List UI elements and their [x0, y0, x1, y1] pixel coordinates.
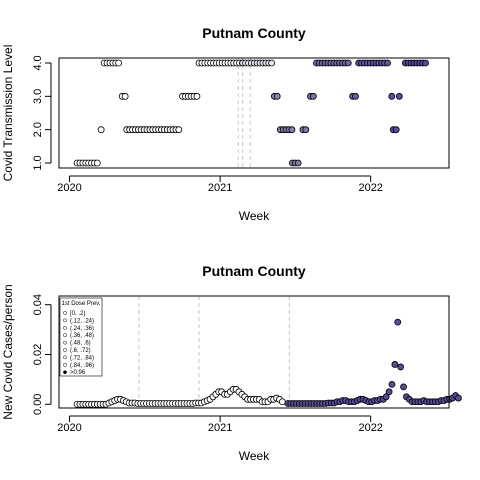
data-point — [273, 92, 281, 100]
y-tick-label: 0.00 — [32, 394, 44, 415]
data-point — [175, 126, 183, 134]
x-tick-label: 2021 — [208, 422, 232, 434]
chart-title: Putnam County — [202, 25, 306, 41]
data-point — [309, 92, 317, 100]
data-point — [422, 59, 429, 67]
x-axis-label: Week — [239, 209, 270, 223]
y-tick-label: 1.0 — [32, 155, 44, 170]
plot-frame — [58, 295, 450, 409]
data-point — [193, 92, 201, 100]
data-point — [388, 92, 396, 100]
legend-title: 1st Dose Prev. — [62, 301, 101, 307]
legend-label: (.48, .6) — [70, 341, 91, 347]
data-point — [288, 126, 296, 134]
x-tick-label: 2020 — [57, 182, 81, 194]
x-tick-label: 2021 — [208, 182, 232, 194]
y-axis-label: Covid Transmission Level — [1, 45, 15, 182]
plot-frame — [58, 57, 450, 169]
y-tick-label: 3.0 — [32, 89, 44, 104]
y-tick-label: 0.04 — [32, 294, 44, 315]
data-point — [384, 59, 391, 67]
chart-title: Putnam County — [202, 263, 306, 279]
legend-label: [0, .2) — [70, 311, 85, 317]
data-point — [344, 59, 352, 67]
data-point — [97, 126, 105, 134]
legend-marker — [63, 348, 67, 352]
data-point — [392, 126, 400, 134]
data-point — [394, 318, 402, 326]
x-tick-label: 2020 — [57, 422, 81, 434]
legend-marker — [63, 333, 67, 338]
data-point — [115, 59, 123, 67]
legend-label: (.36, .48) — [70, 333, 94, 339]
data-point — [391, 361, 399, 368]
data-point — [388, 380, 396, 388]
data-point — [268, 59, 276, 67]
transmission-level-panel: 2020 2021 2022 1.0 2.0 3.0 4.0 Putnam County Wee… — [1, 25, 450, 223]
x-tick-label: 2022 — [358, 422, 382, 434]
legend-marker — [63, 311, 67, 315]
data-point — [352, 92, 359, 100]
data-point — [278, 398, 286, 406]
legend-label: (.6, .72) — [70, 348, 91, 354]
data-point — [397, 363, 405, 371]
y-tick-label: 2.0 — [32, 122, 44, 137]
legend-label: (.12, .24) — [70, 318, 94, 324]
y-tick-label: 4.0 — [32, 55, 44, 70]
y-tick-label: 0.02 — [32, 344, 44, 365]
legend-marker — [63, 318, 67, 323]
legend-box — [59, 297, 103, 377]
x-axis-label: Week — [239, 449, 270, 463]
legend-marker — [63, 325, 67, 330]
data-point — [395, 92, 403, 100]
data-point — [93, 159, 101, 167]
legend-marker — [63, 340, 67, 345]
legend-label: (.72, .84) — [70, 355, 94, 361]
data-point — [385, 388, 393, 396]
x-tick-label: 2022 — [358, 182, 382, 194]
data-point — [302, 126, 310, 134]
legend-label: (.24, .36) — [70, 326, 94, 332]
data-point — [400, 383, 407, 391]
data-point — [121, 92, 129, 100]
data-point — [382, 393, 390, 401]
y-axis-label: New Covid Cases/person — [1, 284, 15, 419]
data-point — [294, 159, 302, 167]
legend-label: (.84, .96) — [70, 363, 94, 369]
data-point — [455, 394, 462, 402]
new-cases-panel: 2020 2021 2022 0.00 0.02 0.04 Putnam County Wee… — [1, 263, 462, 463]
legend-marker — [63, 362, 67, 367]
legend-label: >0.96 — [70, 370, 86, 376]
legend-marker — [63, 370, 67, 375]
legend-marker — [63, 355, 67, 360]
